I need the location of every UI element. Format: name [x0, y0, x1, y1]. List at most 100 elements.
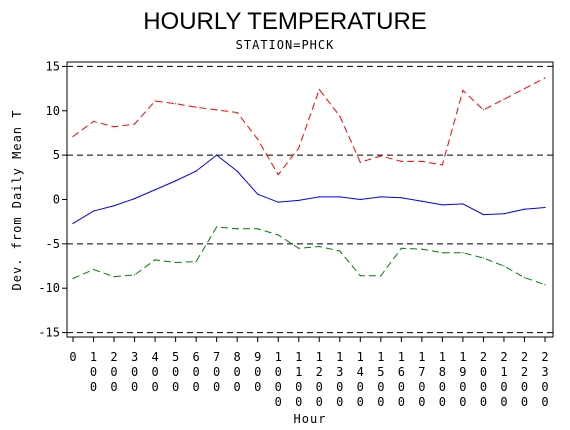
- series-3-point: [421, 248, 423, 250]
- series-1-point: [441, 164, 443, 166]
- series-1-point: [421, 160, 423, 162]
- series-2-point: [216, 154, 218, 156]
- series-1-point: [175, 103, 177, 105]
- series-2-point: [482, 213, 485, 216]
- series-3-point: [441, 252, 443, 254]
- series-2-point: [236, 170, 238, 172]
- series-3-point: [523, 276, 526, 279]
- series-3-point: [72, 277, 74, 280]
- series-1-point: [359, 161, 361, 163]
- series-3-point: [257, 228, 259, 230]
- series-2-point: [195, 170, 197, 172]
- series-3-point: [544, 284, 546, 286]
- y-axis: -15 -10 -5 0 5 10 15: [38, 59, 67, 340]
- series-1-point: [400, 160, 402, 162]
- series-3-point: [113, 276, 115, 278]
- series-2-point: [318, 196, 320, 198]
- series-1-point: [339, 115, 341, 117]
- series-3-point: [298, 247, 300, 249]
- series-3-point: [482, 257, 485, 259]
- series-2-point: [544, 206, 546, 209]
- series-3-point: [277, 234, 279, 236]
- y-tick-label: 0: [53, 193, 60, 207]
- series-1-point: [216, 109, 218, 111]
- series-1-point: [380, 155, 382, 157]
- series-line-1: [72, 77, 546, 176]
- series-3-point: [359, 275, 361, 277]
- series-3-point: [236, 228, 238, 230]
- series-2-point: [175, 180, 177, 182]
- series-3-point: [154, 259, 156, 261]
- series-3-point: [339, 250, 341, 252]
- series-3-point: [503, 265, 505, 267]
- series-1-point: [154, 100, 156, 102]
- chart-title: HOURLY TEMPERATURE: [143, 8, 427, 35]
- y-axis-label: Dev. from Daily Mean T: [10, 110, 24, 291]
- series-2-point: [133, 198, 136, 200]
- series-2-point: [400, 197, 402, 199]
- series-3-point: [380, 275, 382, 277]
- series-2-point: [257, 193, 259, 195]
- series-2-point: [92, 210, 95, 212]
- series-2-point: [154, 189, 156, 191]
- series-2-point: [421, 200, 423, 202]
- x-tick-label: 0: [69, 350, 76, 364]
- y-tick-label: 10: [46, 104, 60, 118]
- series-3-point: [318, 245, 320, 248]
- series-2-point: [441, 204, 443, 206]
- series-1-point: [236, 111, 238, 114]
- series-1-point: [503, 98, 505, 100]
- reference-lines: [67, 65, 553, 334]
- series-2-point: [72, 222, 74, 225]
- series-1-point: [482, 109, 485, 111]
- series-3-point: [175, 261, 177, 264]
- series-2-point: [339, 196, 341, 198]
- series-1-point: [257, 138, 259, 140]
- chart-subtitle: STATION=PHCK: [236, 38, 335, 52]
- plot-frame: [66, 61, 554, 338]
- series-1-point: [462, 89, 464, 91]
- series-2-point: [359, 198, 361, 201]
- series-1-point: [133, 123, 136, 125]
- series-2-point: [523, 208, 526, 210]
- series-2-point: [380, 196, 382, 198]
- series-3-point: [92, 268, 95, 271]
- x-axis-label: Hour: [294, 412, 327, 426]
- series-2-point: [503, 213, 505, 215]
- series-1-point: [195, 106, 197, 108]
- y-tick-label: 5: [53, 148, 60, 162]
- series-2-point: [277, 201, 279, 203]
- series-3-point: [216, 226, 218, 228]
- series-1-point: [113, 126, 115, 128]
- series-3-point: [133, 274, 136, 276]
- series-3-point: [195, 260, 197, 263]
- series-line-2: [72, 154, 546, 224]
- series-2-point: [298, 199, 300, 201]
- series-1-point: [318, 88, 320, 91]
- x-axis: 0 1 0 0 2 0 0 3 0 0 4 0 0 5 0 0 6 0 0 7 0 0 8 0 0 9 0 0 1 0 0 0 1 1 0 0 1 2 0 0…: [69, 337, 549, 409]
- y-tick-label: -10: [38, 281, 60, 295]
- series-1-point: [544, 77, 546, 79]
- y-tick-label: 15: [46, 59, 60, 73]
